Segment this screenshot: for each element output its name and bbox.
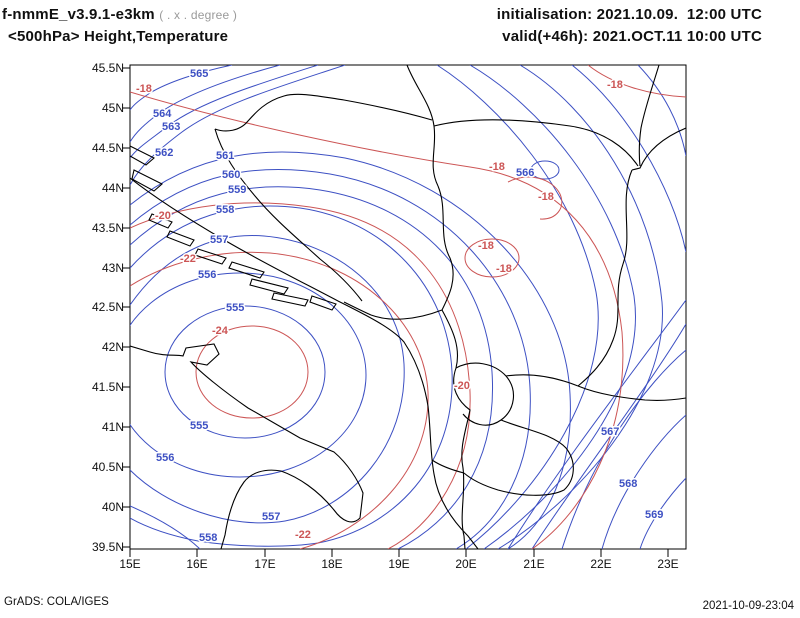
height-contour-label: 567 [601,426,619,438]
valid-time: valid(+46h): 2021.OCT.11 10:00 UTC [502,28,762,45]
lat-tick-label: 44N [102,181,124,195]
lat-tick-label: 41N [102,420,124,434]
temperature-contour-labels: -18 -18 -18 -18 -20 -18 -18 -22 -24 -20 … [135,78,625,543]
lon-tick-label: 22E [590,557,611,571]
height-contour-label: 557 [210,234,228,246]
height-contour-label: 555 [226,302,244,314]
height-contour-label: 563 [162,121,180,133]
init-time: initialisation: 2021.10.09. 12:00 UTC [496,6,762,23]
height-contour-label: 555 [190,420,208,432]
coastlines-and-borders [130,65,686,549]
height-contour-label: 562 [155,147,173,159]
height-contour-label: 565 [190,68,208,80]
temperature-contour-label: -18 [136,83,152,95]
lat-tick-label: 42N [102,340,124,354]
lon-tick-label: 16E [186,557,207,571]
model-name: f-nmmE_v3.9.1-e3km [2,6,155,23]
height-contour-label: 557 [262,511,280,523]
height-contour-label: 564 [153,108,172,120]
header-line1-left: f-nmmE_v3.9.1-e3km ( . x . degree ) [2,6,237,23]
height-contour-label: 560 [222,169,240,181]
height-contour-label: 556 [156,452,174,464]
grid-resolution-note: ( . x . degree ) [159,8,238,22]
temperature-contour-label: -20 [454,380,470,392]
lon-tick-label: 23E [657,557,678,571]
temperature-contour-label: -18 [489,161,505,173]
temperature-contour-label: -20 [155,210,171,222]
temperature-contour-label: -22 [180,253,196,265]
lat-tick-label: 44.5N [92,141,124,155]
height-contour-label: 566 [516,167,534,179]
height-contour-labels: 565 564 563 562 561 560 559 558 557 556 … [152,67,665,546]
lat-tick-label: 39.5N [92,540,124,554]
lon-tick-label: 18E [321,557,342,571]
plot-frame [129,64,687,550]
lon-tick-label: 20E [455,557,476,571]
field-title: <500hPa> Height,Temperature [8,28,229,45]
height-contour-label: 558 [199,532,217,544]
lat-tick-label: 41.5N [92,380,124,394]
height-contour-label: 561 [216,150,234,162]
height-contour-label: 568 [619,478,637,490]
grads-credit: GrADS: COLA/IGES [4,596,109,608]
temperature-contour-label: -22 [295,529,311,541]
height-contour-label: 558 [216,204,234,216]
lon-tick-label: 17E [254,557,275,571]
lon-axis-ticks [129,549,669,557]
lat-tick-label: 42.5N [92,300,124,314]
lat-tick-label: 43N [102,261,124,275]
lon-tick-label: 21E [523,557,544,571]
height-contour-label: 556 [198,269,216,281]
temperature-contour-lines [130,65,686,549]
lon-tick-label: 15E [119,557,140,571]
lat-tick-label: 43.5N [92,221,124,235]
lon-tick-label: 19E [388,557,409,571]
temperature-contour-label: -18 [607,79,623,91]
temperature-contour-label: -24 [212,325,229,337]
temperature-contour-label: -18 [478,240,494,252]
creation-timestamp: 2021-10-09-23:04 [702,600,794,612]
lat-tick-label: 45.5N [92,61,124,75]
lon-axis-labels: 15E 16E 17E 18E 19E 20E 21E 22E 23E [119,557,678,571]
lat-tick-label: 40N [102,500,124,514]
height-contour-label: 569 [645,509,663,521]
lat-tick-label: 40.5N [92,460,124,474]
temperature-contour-label: -18 [538,191,554,203]
height-contour-lines [130,65,686,549]
lat-axis-labels: 45.5N 45N 44.5N 44N 43.5N 43N 42.5N 42N … [92,61,124,554]
lat-tick-label: 45N [102,101,124,115]
height-contour-label: 559 [228,184,246,196]
temperature-contour-label: -18 [496,263,512,275]
lat-axis-ticks [122,67,130,548]
